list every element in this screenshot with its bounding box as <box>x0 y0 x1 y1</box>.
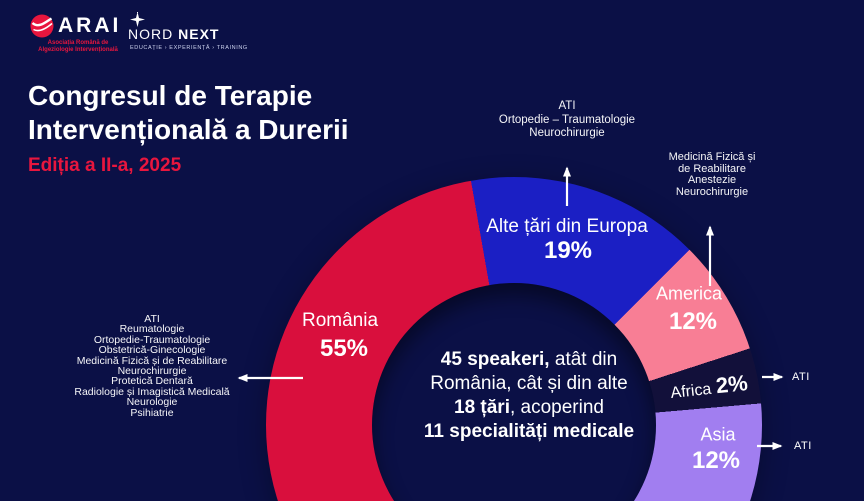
north-star-icon <box>130 12 145 27</box>
segment-label-europe: Alte țări din Europa <box>486 216 648 237</box>
edition-subtitle: Ediția a II-a, 2025 <box>28 155 182 176</box>
donut-hole <box>372 283 656 501</box>
segment-pct-asia: 12% <box>691 447 741 474</box>
arai-logo: ARAI Asociația Română de Algeziologie In… <box>30 14 126 54</box>
segment-pct-africa: 2% <box>714 370 749 399</box>
segment-pct-romania: 55% <box>319 335 369 362</box>
annotation-asia-specialty: ATI <box>794 440 812 452</box>
annotation-romania-specialties: ATI Reumatologie Ortopedie-Traumatologie… <box>74 313 230 419</box>
segment-label-asia: Asia <box>700 424 736 445</box>
arai-globe-icon <box>30 14 54 38</box>
page-title: Congresul de Terapie Intervențională a D… <box>28 80 349 145</box>
nordnext-tagline: EDUCAȚIE › EXPERIENȚĂ › TRAINING <box>130 45 248 51</box>
annotation-africa-specialty: ATI <box>792 371 810 383</box>
annotation-europe-specialties: ATI Ortopedie – Traumatologie Neurochiru… <box>498 100 636 139</box>
arai-subtitle: Asociația Română de Algeziologie Interve… <box>38 40 118 53</box>
nordnext-wordmark: NORD NEXT <box>128 26 220 42</box>
segment-pct-america: 12% <box>668 308 718 335</box>
annotation-america-specialties: Medicină Fizică și de Reabilitare Aneste… <box>668 151 756 198</box>
nordnext-logo: NORD NEXT EDUCAȚIE › EXPERIENȚĂ › TRAINI… <box>128 12 248 51</box>
segment-label-romania: România <box>301 310 379 331</box>
center-note: 45 speakeri, atât din România, cât și di… <box>423 349 635 442</box>
arai-wordmark: ARAI <box>58 14 122 37</box>
segment-label-america: America <box>655 283 723 304</box>
segment-pct-europe: 19% <box>543 237 593 264</box>
